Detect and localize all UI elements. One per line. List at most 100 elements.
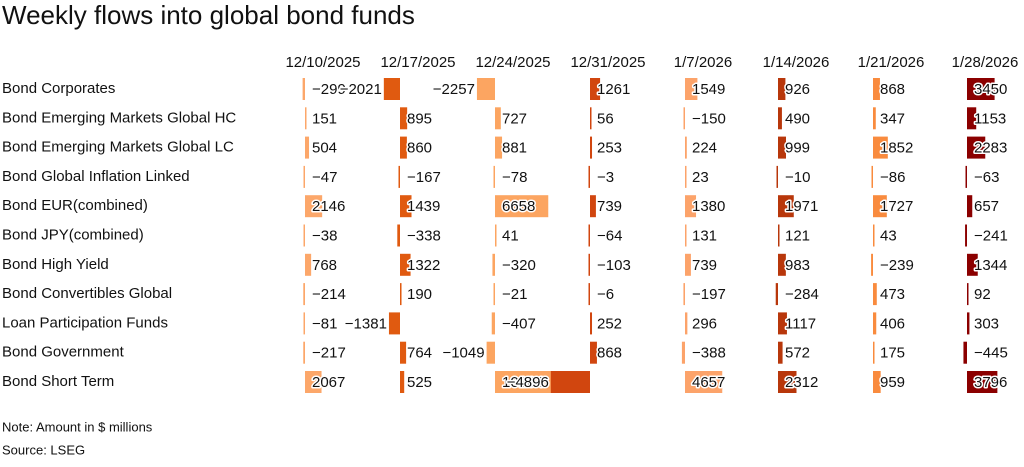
value-label: −338 — [407, 227, 441, 244]
bar — [397, 224, 400, 247]
bar — [305, 136, 310, 159]
bar — [590, 312, 593, 335]
value-label: 2283 — [974, 140, 1007, 157]
bar — [873, 136, 888, 159]
bar — [873, 371, 881, 393]
value-label: 525 — [407, 374, 432, 391]
value-label: 572 — [785, 345, 810, 362]
value-label: 6658 — [502, 198, 535, 215]
value-label: −239 — [880, 257, 914, 274]
bar — [967, 107, 977, 130]
value-label: 151 — [312, 110, 337, 127]
bar — [495, 136, 503, 159]
bar — [873, 195, 887, 218]
value-label: 1727 — [880, 198, 913, 215]
value-label: 959 — [880, 374, 905, 391]
value-label: −78 — [502, 169, 527, 186]
value-label: −388 — [692, 345, 726, 362]
value-label: 739 — [692, 257, 717, 274]
bar — [965, 165, 967, 188]
column-header: 12/24/2025 — [475, 54, 550, 71]
bar — [967, 371, 998, 393]
bar — [778, 224, 780, 247]
value-label: −320 — [502, 257, 536, 274]
value-label: −4896 — [507, 374, 549, 391]
value-label: 1971 — [785, 198, 818, 215]
column-header: 12/31/2025 — [570, 54, 645, 71]
bar — [778, 107, 782, 130]
bar — [873, 312, 877, 335]
value-label: 764 — [407, 345, 432, 362]
value-label: 895 — [407, 110, 432, 127]
row-label: Bond High Yield — [2, 256, 109, 273]
bar — [776, 165, 778, 188]
bar — [400, 283, 402, 306]
value-label: 175 — [880, 345, 905, 362]
value-label: 1117 — [785, 315, 816, 332]
value-label: 1344 — [974, 257, 1007, 274]
bar — [398, 165, 400, 188]
bar — [778, 312, 787, 335]
row-label: Bond Global Inflation Linked — [2, 168, 190, 185]
value-label: 2312 — [785, 374, 818, 391]
value-label: 473 — [880, 286, 905, 303]
value-label: −64 — [597, 227, 622, 244]
value-label: 406 — [880, 315, 905, 332]
value-label: 1549 — [692, 81, 725, 98]
value-label: 657 — [974, 198, 999, 215]
bar — [491, 312, 495, 335]
value-label: 490 — [785, 110, 810, 127]
bar — [303, 283, 305, 306]
value-label: −63 — [974, 169, 999, 186]
value-label: −284 — [785, 286, 819, 303]
bar — [305, 107, 307, 130]
bar — [486, 341, 495, 364]
value-label: −150 — [692, 110, 726, 127]
value-label: 3450 — [974, 81, 1007, 98]
value-label: 1322 — [407, 257, 440, 274]
bar — [590, 78, 601, 100]
bar — [590, 136, 593, 159]
value-label: −299 — [312, 81, 346, 98]
value-label: −38 — [312, 227, 337, 244]
bar — [685, 78, 698, 100]
value-label: 296 — [692, 315, 717, 332]
value-label: 1261 — [597, 81, 630, 98]
bar — [476, 78, 495, 100]
value-label: −167 — [407, 169, 441, 186]
bar — [588, 283, 590, 306]
column-header: 1/21/2026 — [858, 54, 925, 71]
bar — [495, 195, 549, 218]
value-label: 727 — [502, 110, 527, 127]
bar — [967, 195, 973, 218]
bar — [495, 107, 501, 130]
value-label: 999 — [785, 140, 810, 157]
bar — [685, 195, 697, 218]
bar — [685, 312, 688, 335]
bar — [400, 253, 411, 276]
value-label: 2146 — [312, 198, 345, 215]
bar — [400, 136, 407, 159]
bar — [400, 107, 408, 130]
bar — [685, 224, 687, 247]
bar — [383, 78, 400, 100]
value-label: 1153 — [974, 110, 1006, 127]
value-label: −1049 — [442, 345, 484, 362]
bar — [873, 224, 875, 247]
value-label: −241 — [974, 227, 1008, 244]
bar — [685, 136, 687, 159]
value-label: 92 — [974, 286, 991, 303]
bar — [963, 341, 967, 364]
value-label: −2257 — [433, 81, 475, 98]
value-label: 224 — [692, 140, 717, 157]
value-label: 504 — [312, 140, 337, 157]
bar — [303, 224, 305, 247]
value-label: 56 — [597, 110, 614, 127]
value-label: 868 — [597, 345, 622, 362]
bar — [681, 341, 685, 364]
bar — [400, 195, 412, 218]
value-label: 768 — [312, 257, 337, 274]
bar — [400, 371, 405, 393]
source: Source: LSEG — [2, 442, 85, 457]
bar — [683, 107, 685, 130]
